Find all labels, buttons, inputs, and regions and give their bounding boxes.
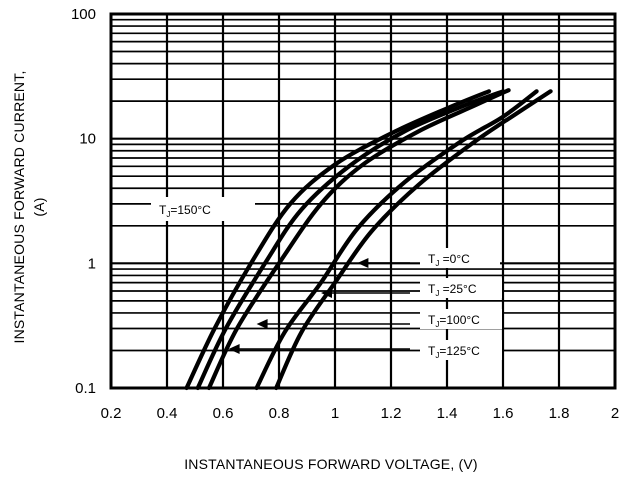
x-tick-label: 0.4 [157,405,178,422]
y-tick-label: 100 [71,6,96,23]
series-curve-0 [184,89,492,391]
series-annotations: TJ=150°C TJ =0°C TJ =25°C TJ=100°C TJ=125°C [151,197,502,360]
annotation-2: TJ =25°C [321,278,502,298]
x-tick-label: 0.8 [269,405,290,422]
annotation-4: TJ=125°C [228,340,502,360]
x-tick-labels: 0.2 0.4 0.6 0.8 1 1.2 1.4 1.6 1.8 2 [101,405,620,422]
annotation-label: TJ=150°C [159,203,211,219]
annotation-box [420,278,502,298]
annotation-box [420,248,500,268]
annotation-1: TJ =0°C [357,248,500,268]
x-tick-label: 2 [611,405,619,422]
annotation-arrowhead [228,344,240,354]
x-tick-label: 1.4 [437,405,458,422]
y-axis-title-line2: (A) [31,197,47,216]
y-tick-label: 10 [79,131,96,148]
annotation-label: TJ =25°C [428,282,477,298]
x-tick-label: 1 [331,405,339,422]
annotation-label: TJ=125°C [428,344,480,360]
annotation-arrowhead [256,319,268,329]
annotation-box [420,340,502,360]
y-tick-labels: 0.1 1 10 100 [71,6,96,397]
series-curve-2 [206,88,511,391]
x-tick-label: 0.2 [101,405,122,422]
annotation-arrowhead [321,288,332,298]
plot-frame [109,12,617,390]
series-curves [184,88,553,391]
annotation-box [151,197,255,221]
plot-border [109,12,617,390]
series-curve-4 [274,89,553,391]
annotation-0: TJ=150°C [151,197,255,221]
annotation-arrowhead [357,258,369,268]
annotation-label: TJ =0°C [428,252,470,268]
x-tick-label: 1.6 [493,405,514,422]
annotation-box [420,309,502,329]
x-tick-label: 1.8 [549,405,570,422]
y-tick-label: 0.1 [75,380,96,397]
series-curve-1 [195,89,506,391]
y-axis-title-line1: INSTANTANEOUS FORWARD CURRENT, [11,70,27,343]
annotation-3: TJ=100°C [256,309,502,329]
x-tick-label: 0.6 [213,405,234,422]
annotation-label: TJ=100°C [428,313,480,329]
x-axis-title: INSTANTANEOUS FORWARD VOLTAGE, (V) [184,456,478,472]
y-tick-label: 1 [88,255,96,272]
x-tick-label: 1.2 [381,405,402,422]
